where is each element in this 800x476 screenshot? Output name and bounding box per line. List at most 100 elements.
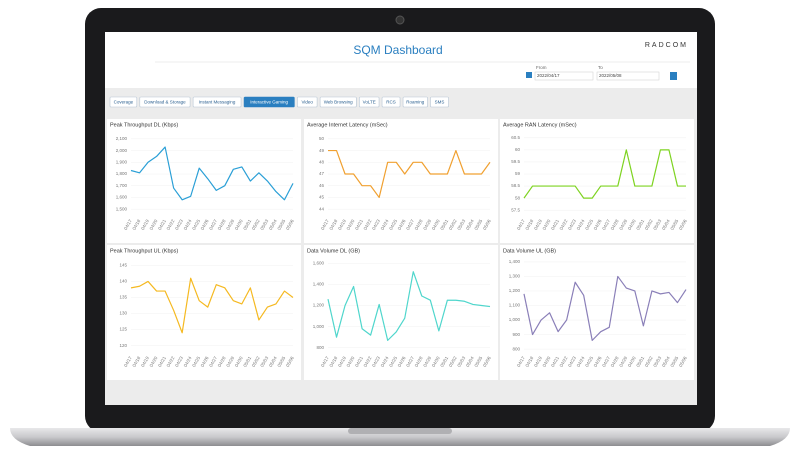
x-tick-label: 04/25 — [584, 355, 594, 368]
y-tick-label: 140 — [119, 279, 127, 284]
x-tick-label: 05/02 — [644, 355, 654, 368]
x-tick-label: 05/03 — [259, 355, 269, 368]
x-tick-label: 05/01 — [439, 218, 449, 231]
apply-button[interactable] — [670, 72, 677, 80]
x-tick-label: 05/06 — [678, 355, 688, 368]
x-tick-label: 05/05 — [276, 355, 286, 368]
logo: RADCOM — [645, 42, 688, 49]
y-tick-label: 60 — [515, 147, 521, 152]
x-tick-label: 04/25 — [388, 218, 398, 231]
x-tick-label: 05/04 — [661, 218, 671, 231]
panel-bg — [500, 119, 694, 243]
x-tick-label: 04/22 — [166, 218, 176, 231]
x-tick-label: 05/01 — [635, 355, 645, 368]
x-tick-label: 05/06 — [678, 218, 688, 231]
x-tick-label: 04/22 — [363, 218, 373, 231]
x-tick-label: 04/20 — [346, 218, 356, 231]
y-tick-label: 1,200 — [313, 303, 325, 308]
to-label: To — [598, 65, 603, 70]
y-tick-label: 47 — [319, 171, 325, 176]
chart-title: Data Volume UL (GB) — [503, 248, 556, 254]
x-tick-label: 05/04 — [268, 218, 278, 231]
tab[interactable] — [139, 96, 191, 108]
x-tick-label: 04/23 — [371, 355, 381, 368]
x-tick-label: 05/04 — [465, 218, 475, 231]
x-tick-label: 04/27 — [601, 355, 611, 368]
x-tick-label: 05/02 — [448, 355, 458, 368]
tab[interactable] — [192, 96, 242, 108]
x-tick-label: 04/25 — [584, 218, 594, 231]
data-line — [523, 275, 687, 341]
tab[interactable] — [297, 96, 318, 108]
x-tick-label: 04/26 — [397, 355, 407, 368]
chart-title: Data Volume DL (GB) — [307, 248, 360, 254]
x-tick-label: 04/19 — [140, 355, 150, 368]
y-tick-label: 57.5 — [511, 207, 520, 212]
charts: Peak Throughput DL (Kbps) 1,500 1,600 1,700… — [107, 119, 694, 380]
tab[interactable] — [381, 96, 401, 108]
tab[interactable] — [430, 96, 449, 108]
data-line — [523, 149, 686, 199]
x-tick-label: 04/30 — [234, 355, 244, 368]
tab[interactable] — [402, 96, 428, 108]
x-tick-label: 04/23 — [174, 355, 184, 368]
x-tick-label: 05/01 — [242, 355, 252, 368]
x-tick-label: 04/18 — [328, 218, 338, 231]
chart-title: Peak Throughput UL (Kbps) — [110, 248, 178, 254]
panel-bg — [304, 245, 498, 380]
x-tick-label: 04/30 — [627, 355, 637, 368]
chart-panel: Data Volume DL (GB) 800 1,000 1,200 1,400 1,6… — [304, 245, 498, 380]
from-date: 2022/04/17 — [537, 73, 560, 78]
x-tick-label: 04/27 — [208, 218, 218, 231]
y-tick-label: 145 — [119, 263, 127, 268]
y-tick-label: 900 — [512, 332, 520, 337]
panel-bg — [107, 119, 301, 243]
y-tick-label: 50 — [319, 136, 325, 141]
calendar-icon — [526, 72, 532, 78]
x-tick-label: 05/01 — [635, 218, 645, 231]
x-tick-label: 04/19 — [337, 218, 347, 231]
x-tick-label: 04/30 — [627, 218, 637, 231]
to-date: 2022/05/08 — [599, 73, 622, 78]
x-tick-label: 04/30 — [431, 218, 441, 231]
x-tick-label: 05/06 — [285, 218, 295, 231]
tab-label: SMS — [435, 99, 445, 104]
tab[interactable] — [243, 96, 295, 108]
x-tick-label: 05/05 — [276, 218, 286, 231]
y-tick-label: 1,400 — [313, 282, 325, 287]
laptop-notch — [348, 428, 452, 434]
x-tick-label: 05/06 — [482, 355, 492, 368]
x-tick-label: 04/25 — [191, 218, 201, 231]
x-tick-label: 04/17 — [320, 355, 330, 368]
y-tick-label: 59 — [515, 171, 521, 176]
x-tick-label: 04/23 — [174, 218, 184, 231]
x-tick-label: 04/29 — [618, 218, 628, 231]
x-tick-label: 04/18 — [131, 218, 141, 231]
y-tick-label: 800 — [512, 346, 520, 351]
data-line — [130, 146, 294, 201]
x-tick-label: 04/29 — [422, 355, 432, 368]
chart-panel: Average Internet Latency (mSec) 44 45 46 47 4… — [304, 119, 498, 243]
data-line — [328, 149, 491, 199]
y-tick-label: 1,600 — [313, 260, 325, 265]
from-input[interactable] — [534, 71, 594, 81]
x-tick-label: 04/17 — [516, 218, 526, 231]
x-tick-label: 04/28 — [414, 355, 424, 368]
chart-panel: Data Volume UL (GB) 800 900 1,000 1,100 1,200… — [500, 245, 694, 380]
chart-title: Peak Throughput DL (Kbps) — [110, 122, 178, 128]
y-tick-label: 1,600 — [116, 195, 128, 200]
x-tick-label: 04/27 — [405, 355, 415, 368]
x-tick-label: 04/22 — [166, 355, 176, 368]
tab[interactable] — [358, 96, 380, 108]
tab[interactable] — [109, 96, 138, 108]
x-tick-label: 04/27 — [405, 218, 415, 231]
x-tick-label: 04/20 — [149, 355, 159, 368]
x-tick-label: 05/05 — [669, 355, 679, 368]
tab[interactable] — [319, 96, 357, 108]
x-tick-label: 04/26 — [200, 218, 210, 231]
x-tick-label: 04/27 — [208, 355, 218, 368]
x-tick-label: 05/05 — [473, 355, 483, 368]
tab-bar: Coverage Download & Storage Instant Messag… — [109, 96, 449, 108]
laptop-base — [10, 428, 790, 446]
to-input[interactable] — [596, 71, 660, 81]
